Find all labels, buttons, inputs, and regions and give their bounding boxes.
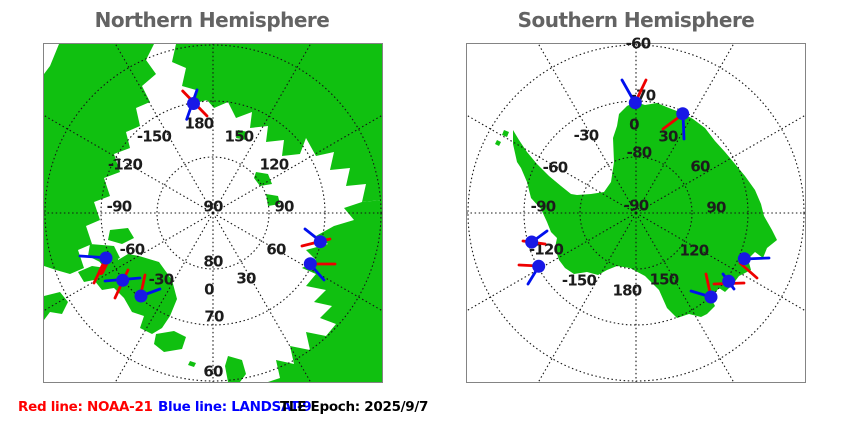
north-overpass-dot — [134, 289, 148, 303]
south-grid-label--90: -90 — [624, 197, 649, 215]
north-grid-label-70: 70 — [204, 308, 224, 326]
south-grid-label--60: -60 — [626, 35, 651, 53]
south-grid-label-150: 150 — [650, 271, 679, 289]
north-grid-label-30: 30 — [236, 270, 256, 288]
south-grid-label-180: 180 — [613, 282, 642, 300]
south-overpass-dot — [737, 252, 751, 266]
north-overpass-dot — [187, 97, 200, 110]
south-grid-label--120: -120 — [529, 241, 564, 259]
south-noaa21-track-line — [738, 261, 759, 280]
south-grid-label-0: 0 — [629, 116, 639, 134]
south-polar-map: 0 30 -30 60 -60 90 -90 120 -120 150 -150 180 -90 -80 -… — [466, 35, 806, 383]
north-grid-label-60: 60 — [266, 241, 286, 259]
legend-tle-epoch: TLE Epoch: 2025/9/7 — [280, 399, 429, 415]
north-polar-map: 180 150 -150 120 -120 90 -90 60 -60 30 -30 0 90 80 70 6… — [43, 43, 383, 383]
south-grid-label-120: 120 — [680, 242, 709, 260]
north-map-title: Northern Hemisphere — [94, 8, 330, 32]
north-grid-label-60: 60 — [203, 363, 223, 381]
south-grid-label--150: -150 — [562, 272, 597, 290]
north-grid-label-80: 80 — [203, 253, 223, 271]
north-overpass-dot — [313, 235, 327, 249]
south-grid-label--60: -60 — [543, 159, 568, 177]
north-overpass-dot — [303, 257, 317, 271]
north-grid-labels: 180 150 -150 120 -120 90 -90 60 -60 30 -30 0 90 80 70 6… — [107, 115, 295, 381]
south-grid-label-60: 60 — [690, 158, 710, 176]
south-overpass-dot — [525, 235, 539, 249]
legend-red-noaa21: Red line: NOAA-21 — [18, 399, 153, 415]
north-grid-label-90: 90 — [274, 198, 294, 216]
south-map-canvas: 0 30 -30 60 -60 90 -90 120 -120 150 -150 180 -90 -80 -… — [467, 35, 805, 382]
north-grid-label--90: -90 — [107, 198, 132, 216]
south-grid-label--90: -90 — [531, 198, 556, 216]
north-grid-label--60: -60 — [120, 241, 145, 259]
south-overpass-dot — [704, 290, 718, 304]
north-map-canvas: 180 150 -150 120 -120 90 -90 60 -60 30 -30 0 90 80 70 6… — [44, 44, 382, 382]
south-grid-label--30: -30 — [574, 127, 599, 145]
south-graticule — [467, 44, 805, 382]
north-satellite-markers — [78, 88, 337, 303]
south-landmass — [495, 102, 777, 318]
south-overpass-dot — [628, 96, 642, 110]
south-map-title: Southern Hemisphere — [517, 8, 755, 32]
north-grid-label-0: 0 — [204, 281, 214, 299]
south-overpass-dot — [676, 107, 690, 121]
south-overpass-dot — [722, 274, 736, 288]
north-grid-label-120: 120 — [260, 156, 289, 174]
south-grid-label-30: 30 — [658, 128, 678, 146]
north-grid-label--30: -30 — [149, 271, 174, 289]
south-satellite-markers — [517, 78, 771, 304]
north-grid-label-180: 180 — [185, 115, 214, 133]
north-grid-label-90: 90 — [203, 198, 223, 216]
north-overpass-dot — [116, 273, 130, 287]
south-grid-label-90: 90 — [706, 199, 726, 217]
legend-blue-landsat9: Blue line: LANDSAT-9 — [158, 399, 312, 415]
north-grid-label-150: 150 — [225, 128, 254, 146]
south-overpass-dot — [532, 259, 546, 273]
south-grid-labels: 0 30 -30 60 -60 90 -90 120 -120 150 -150 180 -90 -80 -… — [529, 35, 727, 300]
north-grid-label--120: -120 — [108, 156, 143, 174]
north-overpass-dot — [99, 251, 113, 265]
north-grid-label--150: -150 — [137, 128, 172, 146]
south-grid-label--80: -80 — [627, 144, 652, 162]
legend: Red line: NOAA-21 Blue line: LANDSAT-9 T… — [0, 399, 850, 419]
